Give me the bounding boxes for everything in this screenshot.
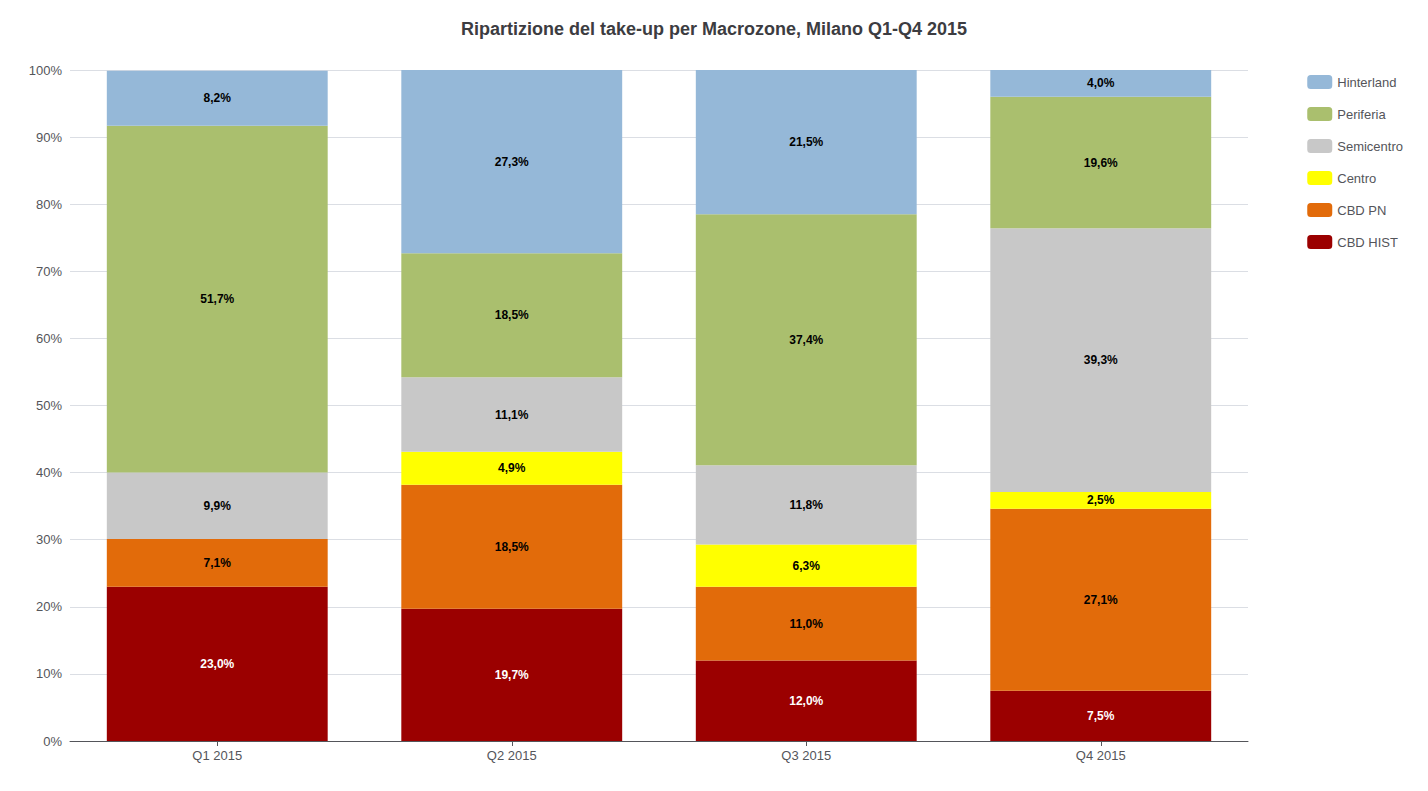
svg-text:20%: 20% [36, 599, 62, 614]
svg-text:90%: 90% [36, 130, 62, 145]
svg-text:Q2 2015: Q2 2015 [487, 748, 537, 763]
svg-text:21,5%: 21,5% [789, 135, 823, 149]
svg-text:2,5%: 2,5% [1087, 493, 1115, 507]
svg-text:9,9%: 9,9% [204, 499, 232, 513]
svg-text:80%: 80% [36, 197, 62, 212]
svg-text:Centro: Centro [1337, 171, 1376, 186]
svg-text:100%: 100% [29, 63, 63, 78]
svg-text:4,0%: 4,0% [1087, 76, 1115, 90]
svg-text:60%: 60% [36, 331, 62, 346]
svg-text:0%: 0% [43, 734, 62, 749]
svg-text:23,0%: 23,0% [200, 657, 234, 671]
svg-text:7,1%: 7,1% [204, 556, 232, 570]
svg-text:39,3%: 39,3% [1084, 353, 1118, 367]
svg-text:11,1%: 11,1% [495, 408, 529, 422]
svg-text:18,5%: 18,5% [495, 308, 529, 322]
svg-text:6,3%: 6,3% [793, 559, 821, 573]
svg-text:30%: 30% [36, 532, 62, 547]
svg-text:CBD PN: CBD PN [1337, 203, 1386, 218]
svg-text:11,0%: 11,0% [790, 617, 824, 631]
svg-text:27,3%: 27,3% [495, 155, 529, 169]
svg-text:4,9%: 4,9% [498, 461, 526, 475]
svg-text:51,7%: 51,7% [200, 292, 234, 306]
svg-text:CBD HIST: CBD HIST [1337, 235, 1398, 250]
svg-text:Semicentro: Semicentro [1337, 139, 1403, 154]
svg-text:37,4%: 37,4% [789, 333, 823, 347]
svg-text:18,5%: 18,5% [495, 540, 529, 554]
svg-text:8,2%: 8,2% [204, 91, 232, 105]
svg-text:50%: 50% [36, 398, 62, 413]
svg-text:10%: 10% [36, 666, 62, 681]
svg-text:11,8%: 11,8% [790, 498, 824, 512]
svg-text:40%: 40% [36, 465, 62, 480]
svg-text:12,0%: 12,0% [789, 694, 823, 708]
svg-text:Q4 2015: Q4 2015 [1076, 748, 1126, 763]
svg-text:70%: 70% [36, 264, 62, 279]
svg-text:7,5%: 7,5% [1087, 709, 1115, 723]
svg-text:27,1%: 27,1% [1084, 593, 1118, 607]
svg-text:Hinterland: Hinterland [1337, 75, 1396, 90]
svg-text:19,7%: 19,7% [495, 668, 529, 682]
svg-text:Ripartizione del take-up per M: Ripartizione del take-up per Macrozone, … [461, 19, 967, 39]
svg-text:Q3 2015: Q3 2015 [781, 748, 831, 763]
svg-text:19,6%: 19,6% [1084, 156, 1118, 170]
svg-text:Periferia: Periferia [1337, 107, 1386, 122]
svg-text:Q1 2015: Q1 2015 [192, 748, 242, 763]
